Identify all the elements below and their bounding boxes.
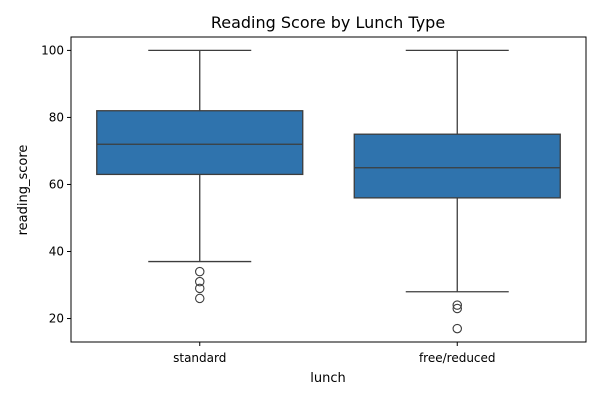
y-tick-label: 20 xyxy=(49,312,64,326)
outlier-point xyxy=(195,283,205,294)
plot-frame xyxy=(70,36,587,343)
y-axis-label: reading_score xyxy=(16,145,31,236)
outlier-point xyxy=(452,303,462,314)
y-tick-label: 100 xyxy=(41,43,64,57)
outlier-point xyxy=(195,293,205,304)
x-tick-label: free/reduced xyxy=(419,351,496,365)
y-tick-label: 60 xyxy=(49,177,64,191)
iqr-box xyxy=(96,110,304,176)
iqr-box xyxy=(353,133,561,199)
outlier-point xyxy=(452,323,462,334)
outlier-point xyxy=(195,276,205,287)
y-tick-label: 40 xyxy=(49,245,64,259)
outlier-point xyxy=(452,300,462,310)
chart-title: Reading Score by Lunch Type xyxy=(211,13,445,32)
y-tick-label: 80 xyxy=(49,110,64,124)
outlier-point xyxy=(195,266,205,277)
plot-area xyxy=(96,49,561,334)
x-tick-label: standard xyxy=(173,351,226,365)
x-axis-label: lunch xyxy=(310,371,345,386)
